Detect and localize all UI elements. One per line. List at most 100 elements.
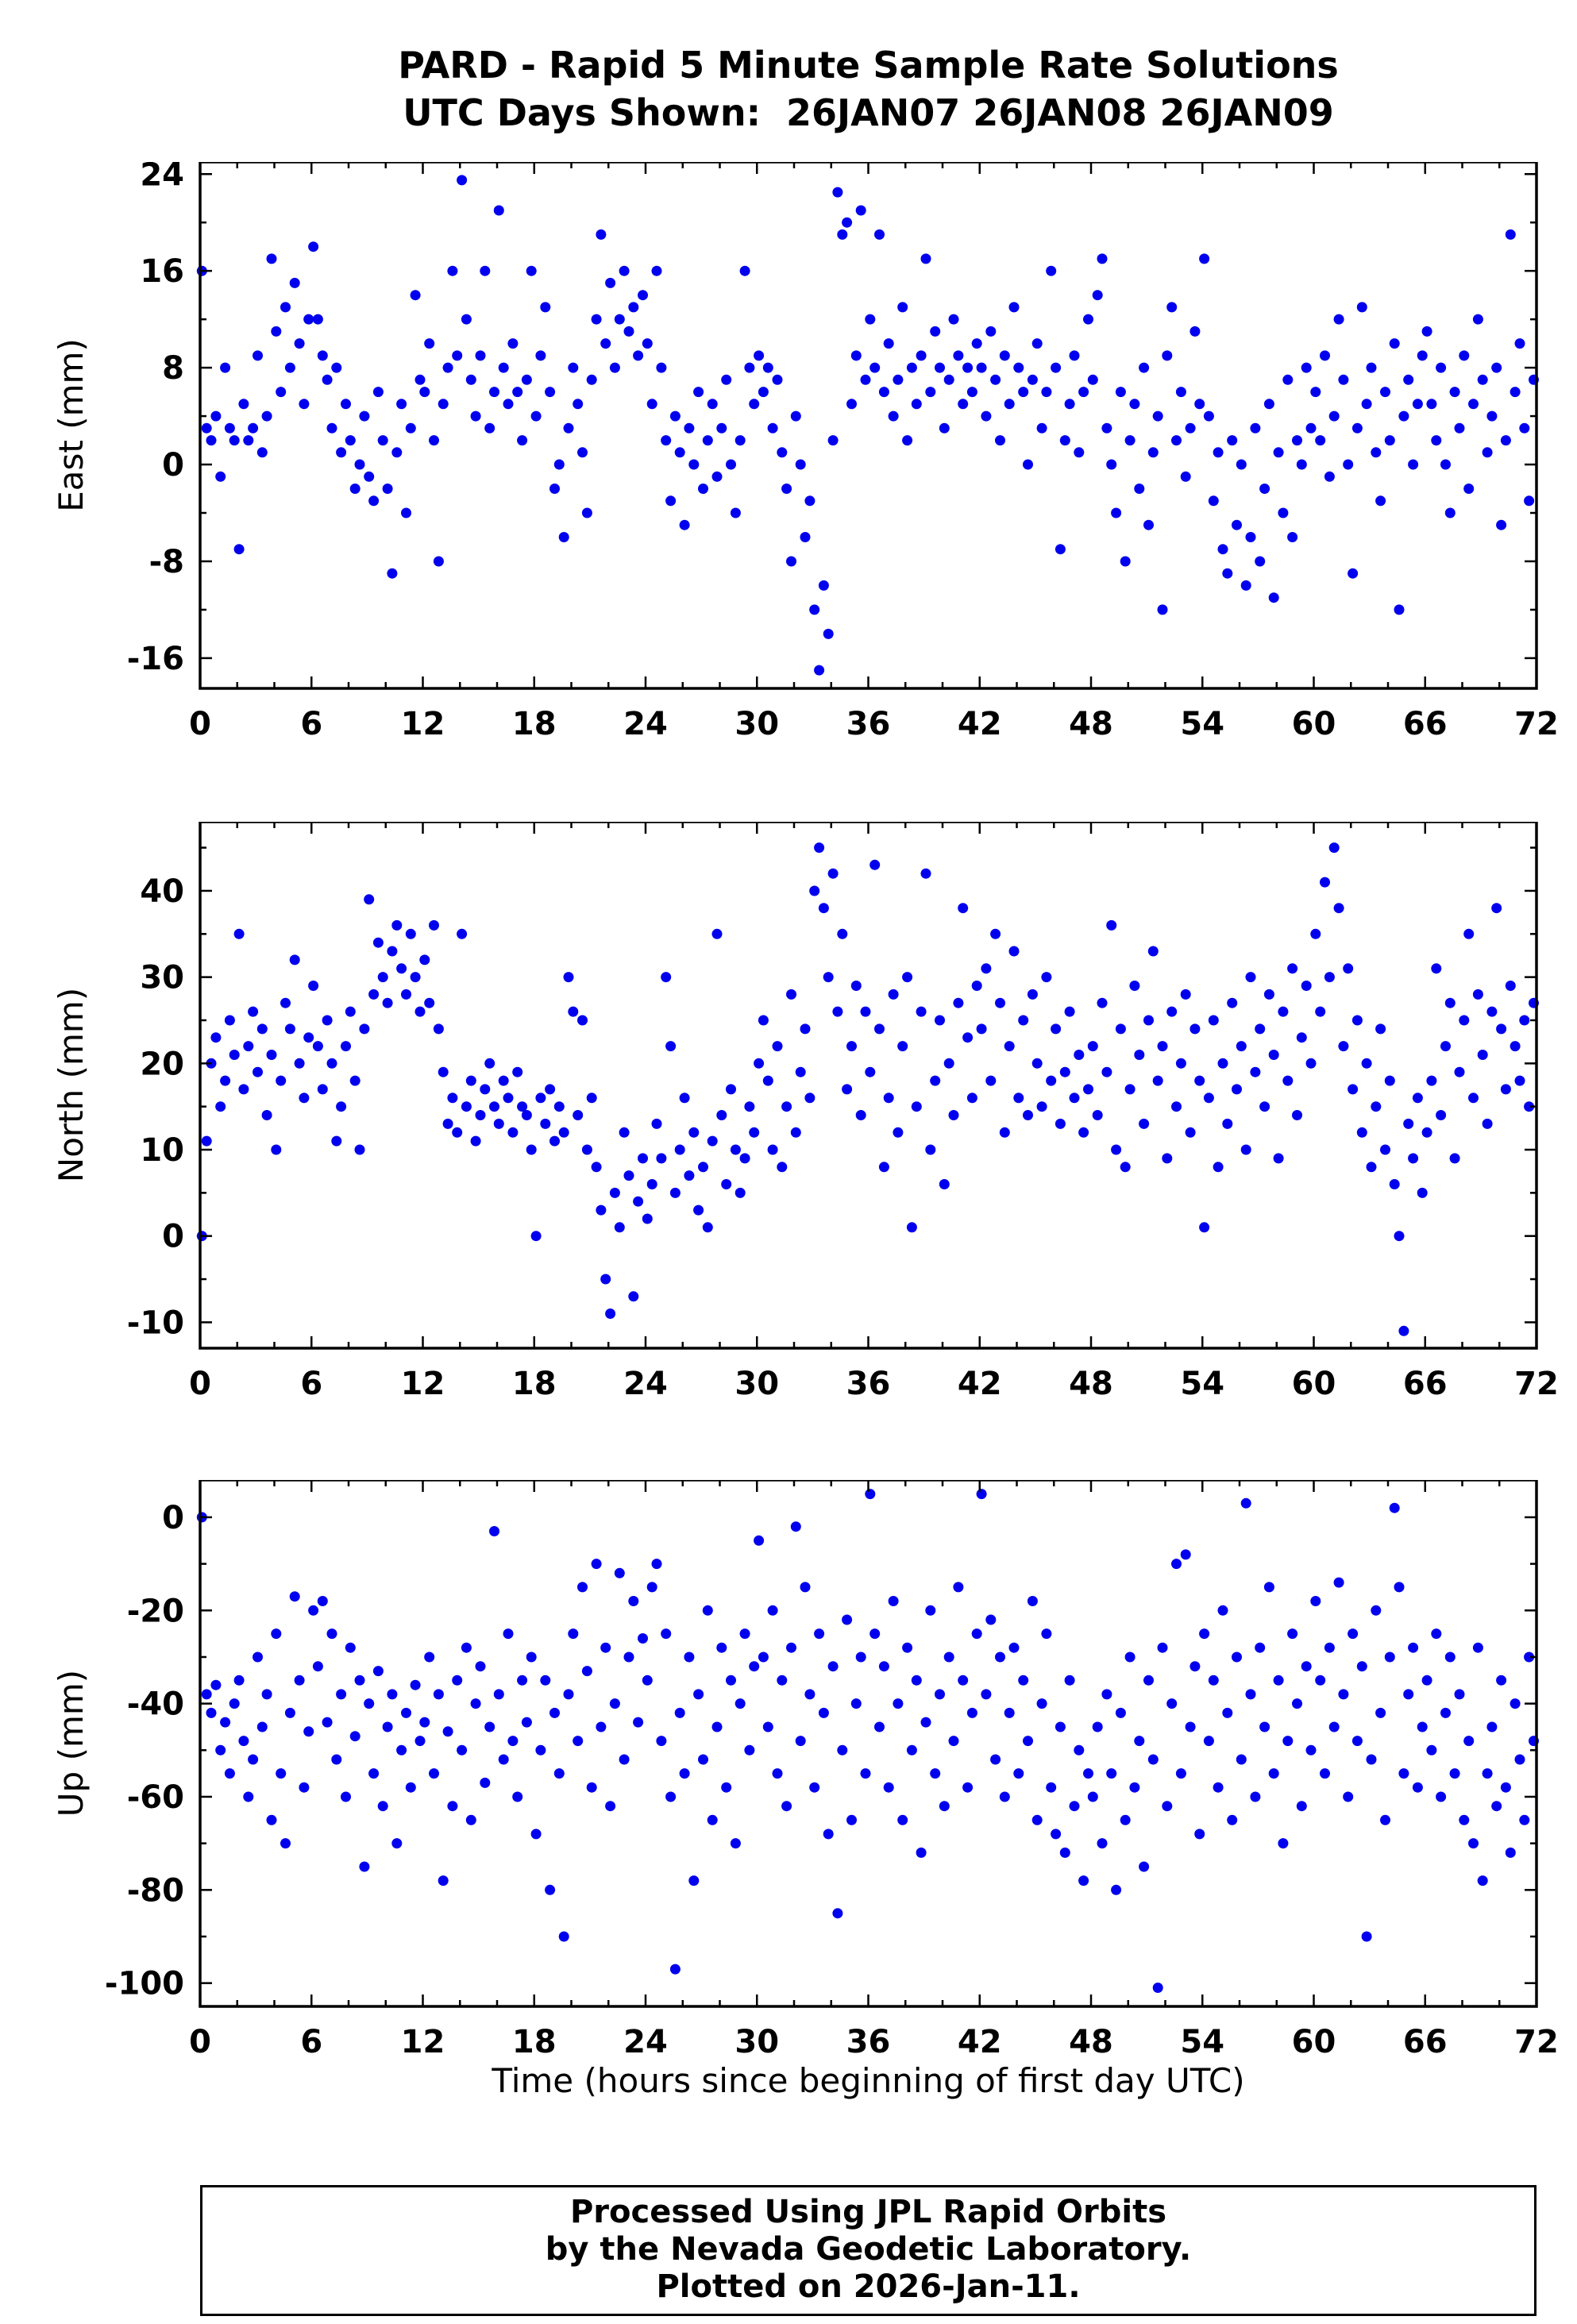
data-point xyxy=(1217,1058,1228,1069)
data-point xyxy=(280,302,291,313)
data-point xyxy=(317,1596,328,1606)
x-tick-label: 30 xyxy=(735,1366,779,1402)
data-point xyxy=(669,1187,681,1198)
data-point xyxy=(1408,1642,1419,1653)
data-point xyxy=(1203,410,1214,422)
data-point xyxy=(1356,1127,1367,1138)
data-point xyxy=(498,362,509,373)
up-panel: 0 6 12 18 24 30 36 42 48 54 60 66 72 -100 -80 -60 -40 -20… xyxy=(52,1480,1559,2060)
data-point xyxy=(800,1023,811,1035)
data-point xyxy=(410,972,421,983)
data-point xyxy=(457,175,468,186)
data-point xyxy=(646,1179,657,1189)
data-point xyxy=(512,1066,523,1077)
data-point xyxy=(452,1127,463,1138)
data-point xyxy=(628,1596,639,1606)
data-point xyxy=(1389,1179,1400,1189)
data-point xyxy=(372,1666,384,1677)
data-point xyxy=(364,1698,375,1709)
data-point xyxy=(1124,1084,1136,1095)
data-point xyxy=(869,362,881,373)
data-point xyxy=(744,1101,755,1112)
data-point xyxy=(299,1093,310,1104)
data-point xyxy=(1310,387,1321,398)
data-point xyxy=(382,1721,393,1732)
data-point xyxy=(438,1066,449,1077)
data-point xyxy=(289,954,300,965)
data-point xyxy=(1394,604,1405,615)
data-point xyxy=(916,350,927,361)
data-point xyxy=(711,471,723,482)
data-point xyxy=(623,1651,634,1663)
data-point xyxy=(1031,1814,1043,1825)
x-tick-label: 60 xyxy=(1292,1366,1336,1402)
data-point xyxy=(1421,326,1432,337)
data-point xyxy=(475,1661,486,1672)
data-point xyxy=(1417,1187,1428,1198)
data-point xyxy=(429,435,439,446)
data-point xyxy=(1491,362,1502,373)
data-point xyxy=(414,374,426,385)
scatter-points xyxy=(196,1489,1539,1993)
y-tick-label: -10 xyxy=(127,1305,184,1341)
data-point xyxy=(1408,459,1419,470)
data-point xyxy=(976,1489,987,1500)
data-point xyxy=(1384,1651,1395,1663)
data-point xyxy=(452,350,463,361)
data-point xyxy=(1259,484,1270,494)
data-point xyxy=(410,290,421,301)
data-point xyxy=(1282,374,1294,385)
data-point xyxy=(387,1689,398,1700)
data-point xyxy=(985,1614,997,1625)
data-point xyxy=(253,1651,263,1663)
data-point xyxy=(447,1093,458,1104)
data-point xyxy=(517,435,528,446)
data-point xyxy=(1500,1084,1511,1095)
data-point xyxy=(1505,981,1516,991)
data-point xyxy=(530,1829,542,1840)
data-point xyxy=(1152,1075,1163,1086)
data-point xyxy=(642,1675,653,1686)
data-point xyxy=(1431,1628,1442,1640)
data-point xyxy=(605,1308,616,1319)
data-point xyxy=(396,963,407,974)
north-panel: 0 6 12 18 24 30 36 42 48 54 60 66 72-10010203040Nort… xyxy=(52,822,1559,1402)
data-point xyxy=(971,338,982,349)
data-point xyxy=(368,1768,380,1779)
footer-line-2: by the Nevada Geodetic Laboratory. xyxy=(545,2231,1192,2268)
data-point xyxy=(893,1127,904,1138)
data-point xyxy=(818,903,829,914)
data-point xyxy=(1240,1144,1251,1155)
y-tick-label: 24 xyxy=(140,162,184,193)
data-point xyxy=(1510,387,1521,398)
data-point xyxy=(971,981,982,991)
data-point xyxy=(1463,484,1475,494)
data-point xyxy=(855,205,866,216)
y-tick-label: 30 xyxy=(140,960,184,996)
data-point xyxy=(804,1689,815,1700)
data-point xyxy=(693,387,704,398)
data-point xyxy=(850,981,862,991)
data-point xyxy=(1120,1814,1131,1825)
data-point xyxy=(935,1015,945,1026)
data-point xyxy=(888,989,899,1000)
data-point xyxy=(253,1066,263,1077)
data-point xyxy=(577,447,588,458)
data-point xyxy=(943,1651,954,1663)
data-point xyxy=(1051,362,1062,373)
data-point xyxy=(642,338,653,349)
data-point xyxy=(261,1110,272,1120)
data-point xyxy=(976,362,987,373)
data-point xyxy=(308,241,319,252)
data-point xyxy=(823,1829,834,1840)
data-point xyxy=(1023,1736,1033,1747)
data-point xyxy=(1152,410,1163,422)
data-point xyxy=(878,1661,889,1672)
data-point xyxy=(1227,1814,1238,1825)
data-point xyxy=(243,1041,254,1052)
data-point xyxy=(498,1754,509,1765)
data-point xyxy=(661,435,672,446)
data-point xyxy=(530,1231,542,1242)
data-point xyxy=(1348,568,1359,579)
x-tick-label: 18 xyxy=(512,1366,557,1402)
